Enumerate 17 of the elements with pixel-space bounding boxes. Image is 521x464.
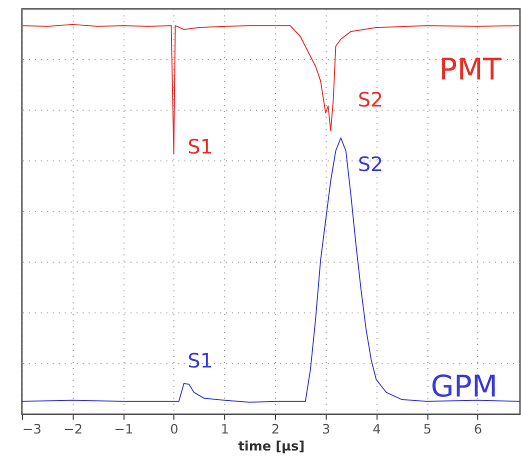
x-tick-label: −3 (22, 422, 42, 438)
x-tick-label: 2 (271, 422, 280, 438)
annotation: S2 (358, 88, 384, 112)
x-axis-title: time [μs] (238, 440, 305, 455)
x-tick-label: 3 (322, 422, 330, 438)
x-tick-label: 5 (423, 422, 432, 438)
annotation: S2 (358, 153, 384, 176)
annotation: S1 (188, 135, 213, 158)
annotation: GPM (430, 369, 498, 404)
x-tick-label: −2 (63, 422, 83, 438)
x-tick-label: 6 (474, 422, 482, 438)
annotation: PMT (439, 52, 502, 88)
x-tick-label: 4 (372, 422, 381, 438)
x-tick-label: −1 (114, 422, 134, 438)
annotation: S1 (188, 349, 213, 372)
x-tick-label: 0 (170, 422, 178, 438)
x-tick-label: 1 (220, 422, 230, 438)
